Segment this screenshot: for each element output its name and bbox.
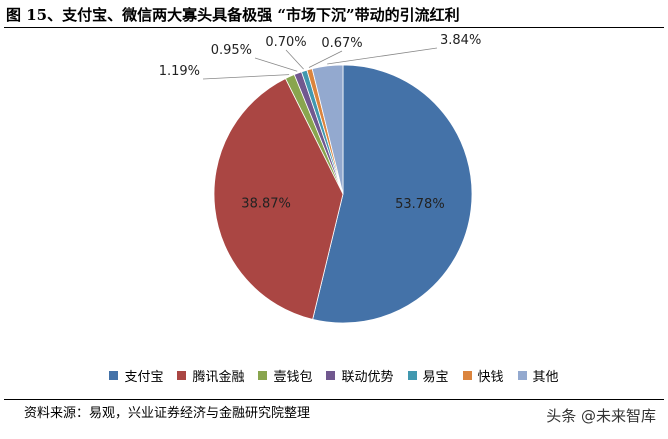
pie-slice-6 — [311, 64, 344, 195]
pie-slices — [213, 64, 473, 324]
legend-label-4: 易宝 — [422, 369, 449, 385]
title-divider — [4, 27, 664, 28]
legend-swatch-2 — [258, 370, 268, 380]
legend-item-0: 支付宝 — [109, 366, 163, 385]
legend-label-5: 快钱 — [477, 369, 504, 385]
data-label-3: 0.95% — [211, 43, 252, 58]
legend-item-3: 联动优势 — [326, 366, 394, 385]
legend-swatch-4 — [407, 370, 417, 380]
legend-swatch-1 — [177, 370, 187, 380]
data-label-1: 38.87% — [241, 197, 291, 212]
leader-line-2 — [202, 74, 290, 80]
legend-label-2: 壹钱包 — [273, 369, 313, 385]
legend-swatch-6 — [517, 370, 527, 380]
data-label-4: 0.70% — [265, 35, 306, 50]
pie-chart: 53.78% 38.87% 1.19% 0.95% 0.70% 0.67% 3.84% — [159, 33, 482, 324]
legend-item-2: 壹钱包 — [258, 366, 312, 385]
legend-item-4: 易宝 — [407, 366, 449, 385]
legend-label-6: 其他 — [532, 369, 559, 385]
pie-data-labels: 53.78% 38.87% 1.19% 0.95% 0.70% 0.67% 3.84% — [159, 33, 482, 212]
legend-swatch-0 — [109, 370, 119, 380]
legend-label-0: 支付宝 — [124, 369, 164, 385]
legend-item-1: 腾讯金融 — [177, 366, 244, 385]
source-note: 资料来源：易观，兴业证券经济与金融研究院整理 — [24, 406, 311, 421]
watermark: 头条 @未来智库 — [546, 407, 656, 425]
data-label-5: 0.67% — [321, 36, 362, 51]
leader-line-5 — [308, 50, 343, 68]
data-label-0: 53.78% — [395, 197, 445, 212]
leader-line-3 — [254, 57, 298, 72]
footer-divider — [4, 399, 664, 400]
label-leader-lines — [202, 47, 438, 80]
legend-item-6: 其他 — [517, 366, 559, 385]
data-label-6: 3.84% — [440, 33, 481, 48]
chart-legend: 支付宝 腾讯金融 壹钱包 联动优势 易宝 快钱 其他 — [0, 364, 668, 386]
data-label-2: 1.19% — [159, 64, 200, 79]
legend-item-5: 快钱 — [462, 366, 504, 385]
legend-swatch-3 — [326, 370, 336, 380]
legend-label-3: 联动优势 — [341, 369, 394, 385]
page-title: 图 15、支付宝、微信两大寡头具备极强 “市场下沉”带动的引流红利 — [6, 6, 460, 24]
pie-slice-0 — [312, 64, 473, 324]
pie-slice-1 — [213, 77, 344, 320]
legend-swatch-5 — [462, 370, 472, 380]
leader-line-6 — [327, 47, 438, 65]
leader-line-4 — [285, 49, 304, 70]
legend-label-1: 腾讯金融 — [192, 369, 245, 385]
